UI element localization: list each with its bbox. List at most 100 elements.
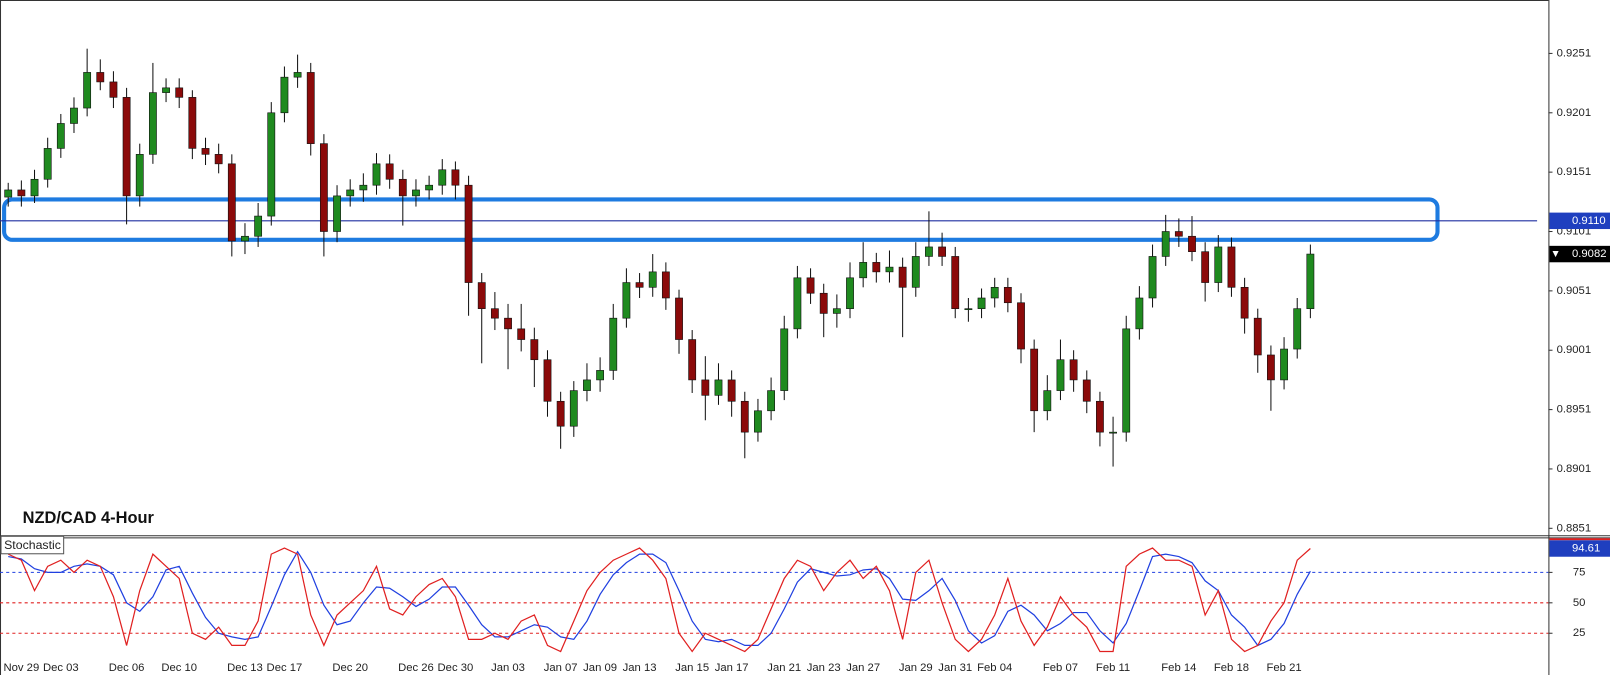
candle-body (504, 317, 512, 330)
candle-body (727, 379, 736, 402)
candle-body (688, 339, 697, 381)
candle-body (714, 379, 723, 396)
stochastic-line (7, 547, 1311, 653)
candle-body (241, 235, 249, 242)
candle-body (412, 189, 420, 197)
candle-body (1043, 390, 1052, 412)
candle-body (122, 97, 131, 197)
x-tick-label: Dec 30 (438, 662, 474, 674)
price-panel: 0.92510.92010.91510.91010.90510.90010.89… (0, 47, 1610, 674)
candle-body (1253, 317, 1262, 356)
stochastic-line (8, 550, 1311, 647)
candle-body (1003, 286, 1012, 304)
candle-body (1293, 308, 1302, 350)
y-tick-label: 0.9151 (1557, 166, 1592, 178)
candle-body (609, 317, 618, 371)
x-tick-label: Dec 06 (109, 662, 145, 674)
y-tick-label: 0.9201 (1557, 107, 1592, 119)
candle-body (464, 184, 473, 283)
x-tick-label: Jan 15 (675, 662, 709, 674)
y-tick-label: 50 (1573, 597, 1586, 609)
candle-body (951, 256, 960, 309)
x-tick-label: Feb 21 (1267, 662, 1302, 674)
hline-label-box (1549, 212, 1610, 230)
current-value-box (1549, 540, 1610, 557)
x-tick-label: Dec 20 (332, 662, 368, 674)
candle-body (648, 271, 657, 288)
candle-body (925, 246, 933, 257)
candle-body (517, 328, 526, 340)
candle-body (1069, 359, 1078, 381)
y-tick-label: 25 (1573, 627, 1586, 639)
candle-body (661, 271, 670, 299)
candle-body (135, 154, 144, 197)
candle-body (1174, 231, 1183, 237)
x-tick-label: Jan 27 (846, 662, 880, 674)
candle-body (859, 262, 868, 279)
x-tick-label: Feb 07 (1043, 662, 1078, 674)
x-tick-label: Dec 03 (43, 662, 79, 674)
chart-title: NZD/CAD 4-Hour (23, 509, 155, 527)
candle-body (438, 169, 447, 186)
y-tick-label: 0.8901 (1557, 463, 1592, 475)
x-tick-label: Dec 13 (227, 662, 263, 674)
candle-body (280, 76, 289, 114)
hline-label: 0.9110 (1572, 215, 1606, 227)
candle-body (70, 107, 78, 124)
candle-body (96, 72, 105, 83)
current-price-marker (1552, 250, 1559, 258)
candle-body (530, 339, 539, 361)
candle-body (56, 123, 65, 149)
candle-body (635, 282, 644, 288)
candle-body (1227, 246, 1236, 288)
y-tick-label: 0.9251 (1557, 47, 1592, 59)
candle-body (780, 328, 789, 391)
candle-body (4, 189, 13, 198)
candle-body (385, 163, 394, 180)
candle-body (346, 189, 355, 197)
candle-body (490, 308, 499, 319)
candle-body (938, 246, 946, 257)
candle-body (885, 266, 894, 273)
candle-body (1030, 348, 1039, 412)
x-tick-label: Jan 29 (899, 662, 933, 674)
y-tick-label: 75 (1573, 566, 1586, 578)
y-tick-label: 0.8851 (1557, 522, 1592, 534)
candle-body (898, 266, 907, 288)
candle-body (30, 178, 39, 197)
x-tick-label: Jan 23 (807, 662, 841, 674)
candle-body (188, 97, 197, 149)
candle-body (477, 282, 486, 309)
candle-body (1188, 235, 1196, 252)
candle-body (254, 215, 263, 237)
candle-body (556, 400, 565, 427)
candle-body (319, 143, 328, 232)
candle-body (451, 169, 460, 186)
y-tick-label: 0.9001 (1557, 344, 1592, 356)
x-tick-label: Feb 14 (1161, 662, 1196, 674)
x-tick-label: Jan 31 (938, 662, 972, 674)
x-tick-label: Feb 04 (977, 662, 1012, 674)
current-price-box (1549, 245, 1610, 263)
candle-body (583, 379, 591, 391)
candle-body (267, 112, 276, 217)
candle-body (1306, 253, 1315, 309)
candle-body (911, 256, 920, 288)
stochastic-panel: 25 50 75 94.61 (0, 538, 1610, 653)
candle-body (767, 390, 775, 412)
candle-body (175, 87, 184, 98)
candle-body (1280, 348, 1288, 381)
candle-body (622, 282, 631, 319)
y-tick-label: 0.9051 (1557, 285, 1592, 297)
candle-body (83, 72, 92, 109)
candle-body (109, 81, 118, 98)
indicator-label: Stochastic (4, 538, 61, 552)
zone-box (2, 197, 1440, 242)
current-price-label: 0.9082 (1572, 248, 1607, 260)
x-tick-label: Jan 03 (491, 662, 525, 674)
current-value-label: 94.61 (1572, 542, 1600, 554)
candle-body (398, 178, 407, 197)
candle-body (964, 308, 973, 311)
candle-body (990, 286, 999, 299)
candle-body (333, 195, 341, 232)
